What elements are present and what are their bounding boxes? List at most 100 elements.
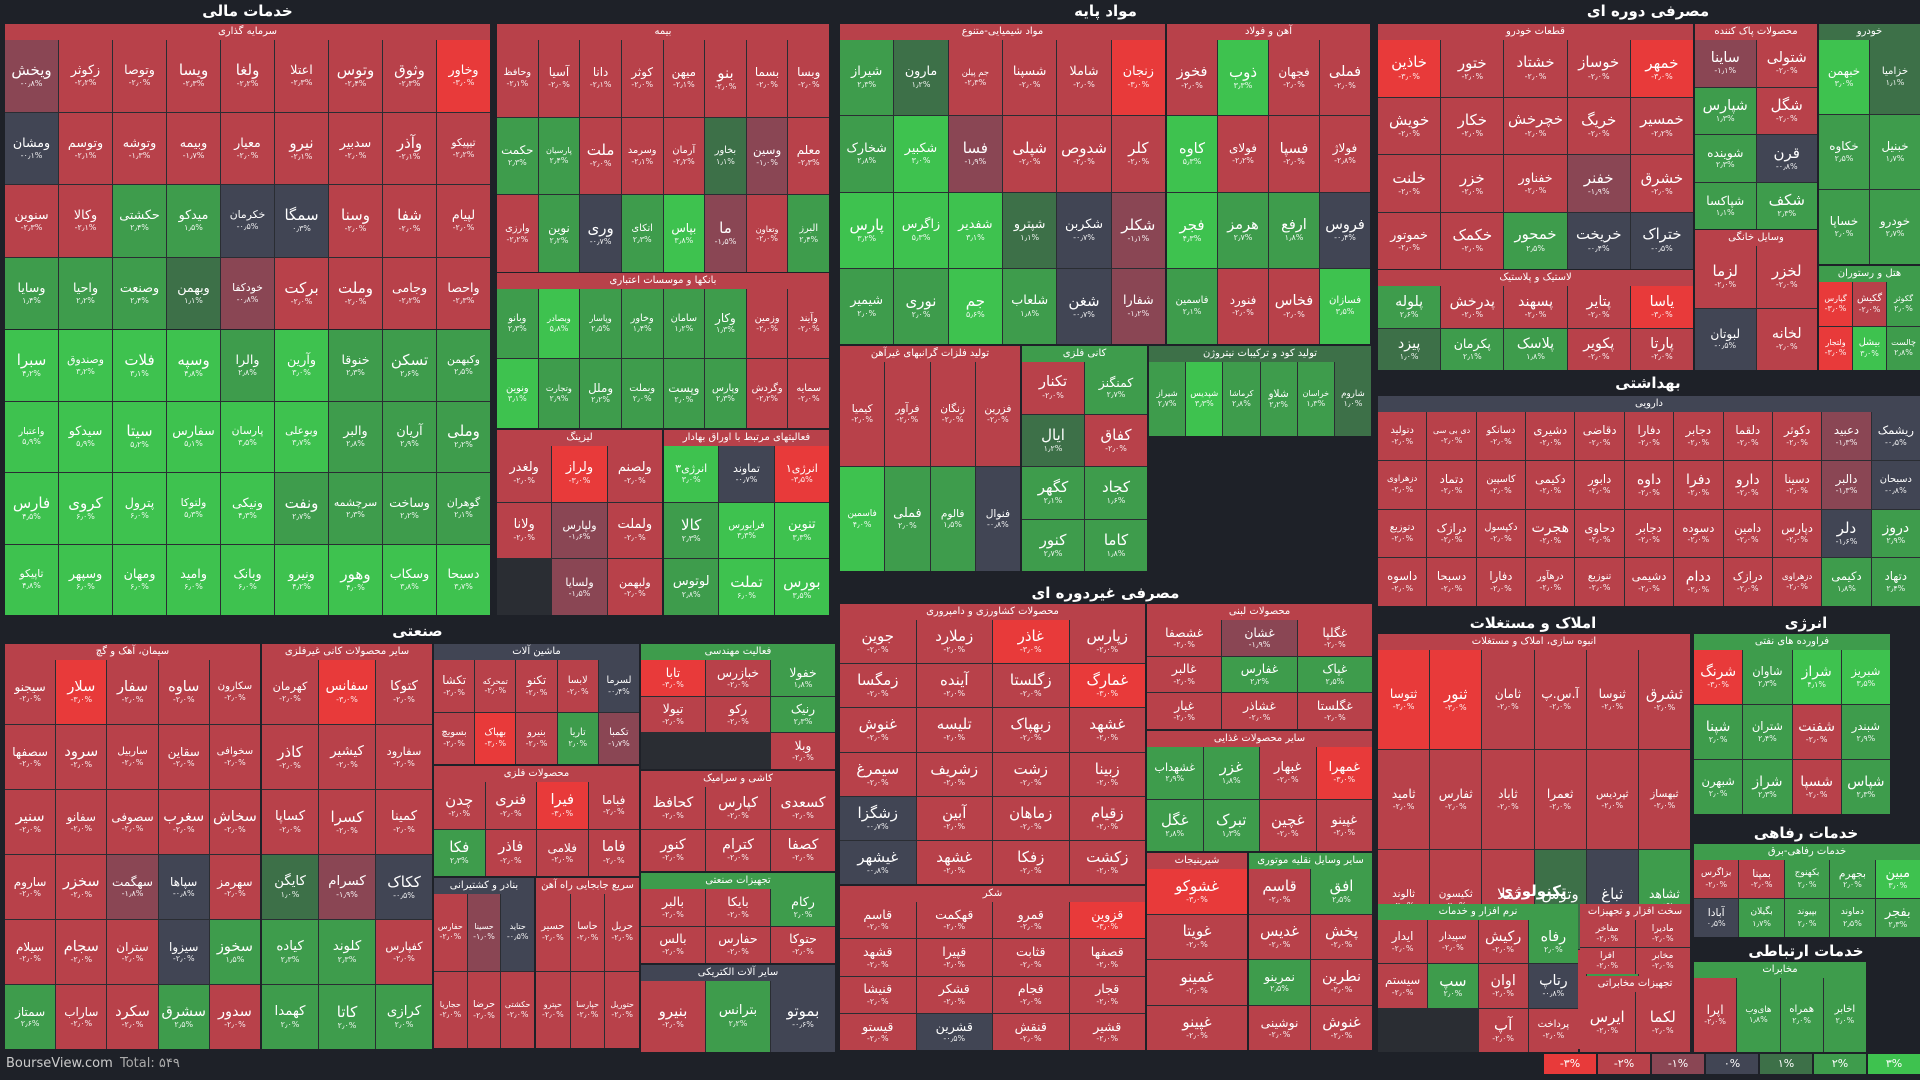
stock-tile[interactable]: خودکفا -۰٫۸% — [221, 257, 274, 329]
stock-tile[interactable]: آرمان -۲٫۲% — [663, 117, 705, 195]
stock-tile[interactable]: تملت ۶٫۰% — [719, 559, 774, 615]
stock-tile[interactable]: رتاپ -۰٫۸% — [1528, 964, 1578, 1008]
stock-tile[interactable]: ختور -۲٫۰% — [1441, 40, 1504, 97]
stock-tile[interactable]: پکویر -۲٫۰% — [1567, 328, 1630, 370]
stock-tile[interactable]: وری -۰٫۷% — [580, 195, 621, 272]
stock-tile[interactable]: کساپا -۲٫۰% — [262, 790, 318, 854]
stock-tile[interactable]: شغن -۰٫۷% — [1057, 268, 1111, 344]
stock-tile[interactable]: دسینا -۲٫۰% — [1772, 460, 1822, 509]
stock-tile[interactable]: فنری -۲٫۰% — [485, 782, 536, 829]
stock-tile[interactable]: رفاه ۲٫۰% — [1528, 920, 1578, 964]
stock-tile[interactable]: وبیمه -۱٫۷% — [167, 112, 220, 184]
stock-tile[interactable]: دشیری -۲٫۰% — [1526, 412, 1575, 460]
stock-tile[interactable]: ساروم -۲٫۰% — [5, 855, 56, 919]
stock-tile[interactable]: بسما -۲٫۰% — [746, 40, 788, 117]
stock-tile[interactable]: فسپا -۲٫۰% — [1269, 116, 1319, 192]
stock-tile[interactable]: قجار -۲٫۰% — [1069, 976, 1145, 1013]
stock-tile[interactable]: وسایا ۱٫۴% — [5, 257, 58, 329]
stock-tile[interactable]: سغرب -۲٫۰% — [158, 790, 209, 854]
stock-tile[interactable]: لوتوس ۲٫۸% — [664, 559, 719, 615]
stock-tile[interactable]: دپارس -۲٫۰% — [1772, 509, 1822, 558]
stock-tile[interactable]: فاسمین ۴٫۰% — [840, 467, 885, 571]
stock-tile[interactable]: وبملت ۲٫۰% — [621, 359, 663, 428]
stock-tile[interactable]: سمایه -۲٫۰% — [788, 359, 829, 428]
stock-tile[interactable]: ولسایا -۱٫۵% — [552, 559, 607, 615]
stock-tile[interactable]: وتوسم -۲٫۱% — [59, 112, 112, 184]
stock-tile[interactable]: دحاوی -۲٫۰% — [1575, 509, 1624, 558]
stock-tile[interactable]: ثنوسا -۲٫۰% — [1586, 650, 1638, 749]
stock-tile[interactable]: کسرا -۲٫۰% — [319, 790, 375, 854]
stock-tile[interactable]: مادیرا -۲٫۰% — [1635, 920, 1690, 947]
stock-tile[interactable]: وملی ۲٫۲% — [437, 401, 490, 472]
stock-tile[interactable]: تماوند -۰٫۷% — [719, 446, 774, 502]
stock-tile[interactable]: فالوم ۱٫۵% — [930, 467, 975, 571]
stock-tile[interactable]: وآذر -۲٫۱% — [383, 112, 436, 184]
stock-tile[interactable]: پلاسک ۱٫۸% — [1504, 328, 1567, 370]
stock-tile[interactable]: کجاد ۱٫۶% — [1085, 467, 1147, 519]
stock-tile[interactable]: قجام -۲٫۰% — [993, 976, 1069, 1013]
stock-tile[interactable]: کرماشا ۲٫۸% — [1223, 362, 1260, 436]
stock-tile[interactable]: خمحور ۲٫۵% — [1504, 212, 1567, 269]
stock-tile[interactable]: وبانک ۶٫۰% — [221, 544, 274, 615]
stock-tile[interactable]: حجاریا -۲٫۰% — [434, 971, 467, 1048]
stock-tile[interactable]: وآرین ۳٫۰% — [275, 330, 328, 401]
stock-tile[interactable]: دروز ۲٫۹% — [1871, 509, 1920, 558]
stock-tile[interactable]: وحافظ -۲٫۱% — [497, 40, 538, 117]
stock-tile[interactable]: جم ۵٫۶% — [948, 268, 1003, 344]
stock-tile[interactable]: ثعمرا -۲٫۰% — [1534, 750, 1586, 849]
stock-tile[interactable]: آینده -۲٫۰% — [916, 664, 992, 708]
stock-tile[interactable]: شکلر -۱٫۱% — [1111, 192, 1165, 268]
stock-tile[interactable]: سپاها -۰٫۸% — [158, 855, 209, 919]
stock-tile[interactable]: دتولید -۲٫۰% — [1378, 412, 1427, 460]
stock-tile[interactable]: درهآور -۲٫۰% — [1526, 558, 1575, 606]
stock-tile[interactable]: خچرخش -۲٫۰% — [1504, 97, 1567, 154]
stock-tile[interactable]: کهمدا ۲٫۰% — [262, 985, 318, 1049]
stock-tile[interactable]: شگل -۲٫۰% — [1756, 87, 1817, 134]
stock-tile[interactable]: خاذین -۳٫۰% — [1378, 40, 1441, 97]
stock-tile[interactable]: سنیر -۲٫۰% — [5, 790, 56, 854]
stock-tile[interactable]: شراز ۲٫۳% — [1743, 760, 1792, 814]
stock-tile[interactable]: شراز ۴٫۱% — [1792, 650, 1841, 704]
stock-tile[interactable]: شپارس ۱٫۳% — [1695, 87, 1756, 134]
stock-tile[interactable]: وبانو ۲٫۳% — [497, 289, 538, 358]
stock-tile[interactable]: کرازی ۲٫۰% — [376, 985, 432, 1049]
stock-tile[interactable]: زمگسا -۲٫۰% — [840, 664, 916, 708]
stock-tile[interactable]: پترول ۶٫۰% — [113, 473, 166, 544]
stock-tile[interactable]: دلقما -۲٫۰% — [1723, 412, 1772, 460]
stock-tile[interactable]: فخاس -۲٫۰% — [1269, 268, 1319, 344]
stock-tile[interactable]: فروس -۰٫۴% — [1320, 192, 1370, 268]
stock-tile[interactable]: غاذر -۳٫۰% — [993, 620, 1069, 664]
stock-tile[interactable]: سصفها -۲٫۰% — [5, 725, 56, 789]
stock-tile[interactable]: شیمیر ۲٫۰% — [840, 268, 894, 344]
stock-tile[interactable]: ویسا -۲٫۳% — [167, 40, 220, 112]
stock-tile[interactable]: سپیدار -۲٫۰% — [1428, 920, 1478, 964]
stock-tile[interactable]: سلار -۳٫۰% — [56, 660, 107, 724]
stock-tile[interactable]: نیرو -۲٫۱% — [275, 112, 328, 184]
stock-tile[interactable]: کاذر -۲٫۰% — [262, 725, 318, 789]
stock-tile[interactable]: دقاضی -۲٫۰% — [1575, 412, 1624, 460]
stock-tile[interactable]: قاسم -۲٫۰% — [840, 902, 916, 939]
stock-tile[interactable]: وثوق -۲٫۳% — [383, 40, 436, 112]
stock-tile[interactable]: شخارک ۲٫۸% — [840, 116, 894, 192]
stock-tile[interactable]: دسبحان -۰٫۸% — [1871, 460, 1920, 509]
stock-tile[interactable]: گوهران ۲٫۱% — [437, 473, 490, 544]
stock-tile[interactable]: جوین -۲٫۰% — [840, 620, 916, 664]
stock-tile[interactable]: شبریز ۳٫۵% — [1841, 650, 1890, 704]
stock-tile[interactable]: کتوکا -۲٫۰% — [376, 660, 432, 724]
stock-tile[interactable]: قشیر -۲٫۰% — [1069, 1013, 1145, 1050]
stock-tile[interactable]: اخابر ۲٫۰% — [1823, 978, 1866, 1052]
stock-tile[interactable]: کروی ۶٫۰% — [59, 473, 112, 544]
stock-tile[interactable]: وتوشه -۱٫۳% — [113, 112, 166, 184]
stock-tile[interactable]: خودرو ۲٫۷% — [1870, 190, 1920, 264]
stock-tile[interactable]: قشکر -۲٫۰% — [916, 976, 992, 1013]
stock-tile[interactable]: انرژی۳ ۳٫۰% — [664, 446, 719, 502]
stock-tile[interactable]: بکهنوج ۲٫۰% — [1784, 860, 1830, 898]
stock-tile[interactable]: سرچشمه ۲٫۳% — [329, 473, 382, 544]
stock-tile[interactable]: شفدیر ۳٫۱% — [948, 192, 1003, 268]
stock-tile[interactable]: قشرین -۰٫۵% — [916, 1013, 992, 1050]
stock-tile[interactable]: غپینو -۲٫۰% — [1147, 1005, 1247, 1050]
stock-tile[interactable]: سهرمز -۲٫۰% — [209, 855, 260, 919]
stock-tile[interactable]: فاذر -۲٫۰% — [485, 829, 536, 876]
stock-tile[interactable]: گکوثر ۲٫۰% — [1887, 282, 1920, 326]
stock-tile[interactable]: کاما ۱٫۸% — [1085, 519, 1147, 571]
